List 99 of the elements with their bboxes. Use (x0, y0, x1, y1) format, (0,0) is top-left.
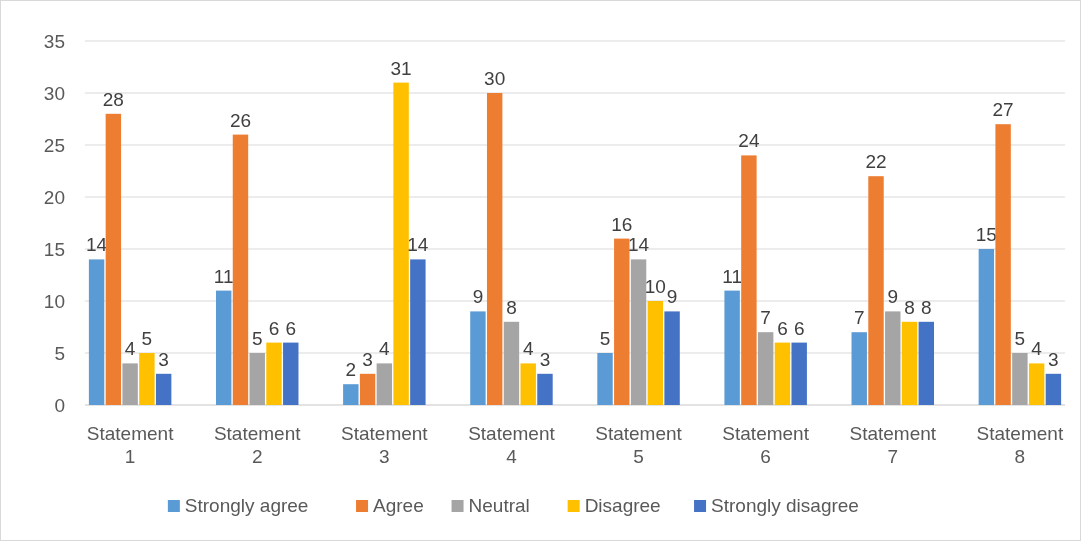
data-label: 11 (213, 265, 234, 287)
data-label: 8 (904, 296, 915, 318)
x-tick-label: Statement 7 (849, 423, 937, 467)
data-label: 5 (251, 328, 263, 349)
data-label: 4 (1031, 338, 1043, 360)
y-tick-label: 30 (43, 82, 65, 104)
bar (393, 82, 409, 405)
data-label: 3 (158, 348, 169, 370)
data-label: 8 (921, 296, 932, 318)
bar (266, 342, 282, 405)
legend-label: Agree (373, 495, 424, 516)
bar (105, 113, 122, 405)
data-label: 8 (506, 296, 517, 318)
bar (155, 373, 172, 405)
y-tick-label: 10 (43, 290, 65, 312)
data-label: 3 (1048, 348, 1059, 370)
data-label: 28 (102, 88, 124, 110)
bar (597, 353, 613, 405)
data-label: 7 (853, 307, 865, 329)
bar (741, 155, 757, 405)
data-label: 31 (390, 57, 412, 79)
data-label: 14 (86, 234, 108, 256)
bar (995, 124, 1011, 405)
bar (376, 363, 393, 405)
y-tick-label: 25 (43, 134, 65, 156)
bar (486, 93, 503, 405)
data-label: 11 (722, 265, 742, 287)
bar (791, 342, 807, 405)
data-label: 9 (666, 286, 678, 308)
bar (1045, 373, 1062, 405)
bar (647, 301, 664, 405)
data-label: 4 (379, 338, 391, 360)
data-label: 27 (992, 99, 1014, 121)
x-tick-label: Statement 8 (976, 423, 1064, 467)
bar (537, 373, 553, 405)
bar (122, 363, 138, 405)
bar (1028, 363, 1045, 405)
data-label: 6 (268, 317, 280, 339)
bar (724, 290, 740, 405)
x-tick-label: Statement 4 (468, 423, 556, 467)
bar (410, 259, 426, 405)
y-tick-label: 0 (54, 394, 65, 416)
data-label: 22 (865, 151, 887, 173)
y-tick-label: 35 (43, 30, 65, 52)
x-tick-label: Statement 2 (213, 423, 302, 467)
y-tick-label: 5 (54, 342, 65, 364)
data-label: 5 (1014, 328, 1026, 349)
data-label: 6 (285, 317, 297, 339)
bar (1012, 353, 1028, 405)
legend-label: Neutral (468, 495, 530, 516)
legend-label: Strongly agree (184, 495, 309, 516)
data-label: 6 (777, 317, 788, 339)
data-label: 30 (484, 68, 506, 89)
x-tick-label: Statement 5 (595, 423, 683, 467)
bar (614, 238, 630, 405)
legend-label: Strongly disagree (711, 495, 859, 516)
bar (503, 321, 520, 405)
data-label: 4 (522, 338, 534, 360)
x-tick-label: Statement 6 (722, 423, 810, 467)
x-tick-label: Statement 3 (341, 423, 429, 467)
data-label: 4 (124, 338, 136, 360)
bar (232, 134, 249, 405)
y-tick-label: 20 (43, 186, 65, 208)
y-tick-label: 15 (43, 238, 65, 260)
bar (630, 259, 647, 405)
data-label: 14 (627, 234, 650, 256)
data-label: 3 (362, 348, 373, 370)
data-label: 9 (472, 286, 484, 308)
bar (249, 353, 265, 405)
bar (343, 384, 359, 405)
data-label: 7 (760, 307, 771, 329)
bar (757, 332, 774, 405)
data-label: 10 (644, 276, 666, 297)
data-label: 3 (539, 348, 551, 370)
x-tick-label: Statement 1 (86, 423, 175, 467)
data-label: 16 (611, 213, 633, 235)
bar (918, 321, 935, 405)
data-label: 6 (793, 317, 805, 339)
data-label: 26 (229, 109, 252, 131)
bar (885, 311, 901, 405)
bar (851, 332, 867, 405)
data-label: 24 (738, 130, 760, 152)
data-label: 5 (141, 328, 153, 349)
bar (978, 249, 995, 405)
bar (88, 259, 105, 405)
legend-label: Disagree (584, 495, 661, 516)
data-label: 9 (887, 286, 899, 308)
bar (901, 321, 918, 405)
bar (868, 176, 884, 405)
bar (774, 342, 791, 405)
bar (470, 311, 486, 405)
data-label: 5 (599, 328, 611, 349)
bar (283, 342, 299, 405)
data-label: 2 (345, 359, 357, 381)
bar (215, 290, 232, 405)
bar (139, 353, 155, 405)
bar (359, 373, 376, 405)
bar (664, 311, 680, 405)
bar (520, 363, 536, 405)
